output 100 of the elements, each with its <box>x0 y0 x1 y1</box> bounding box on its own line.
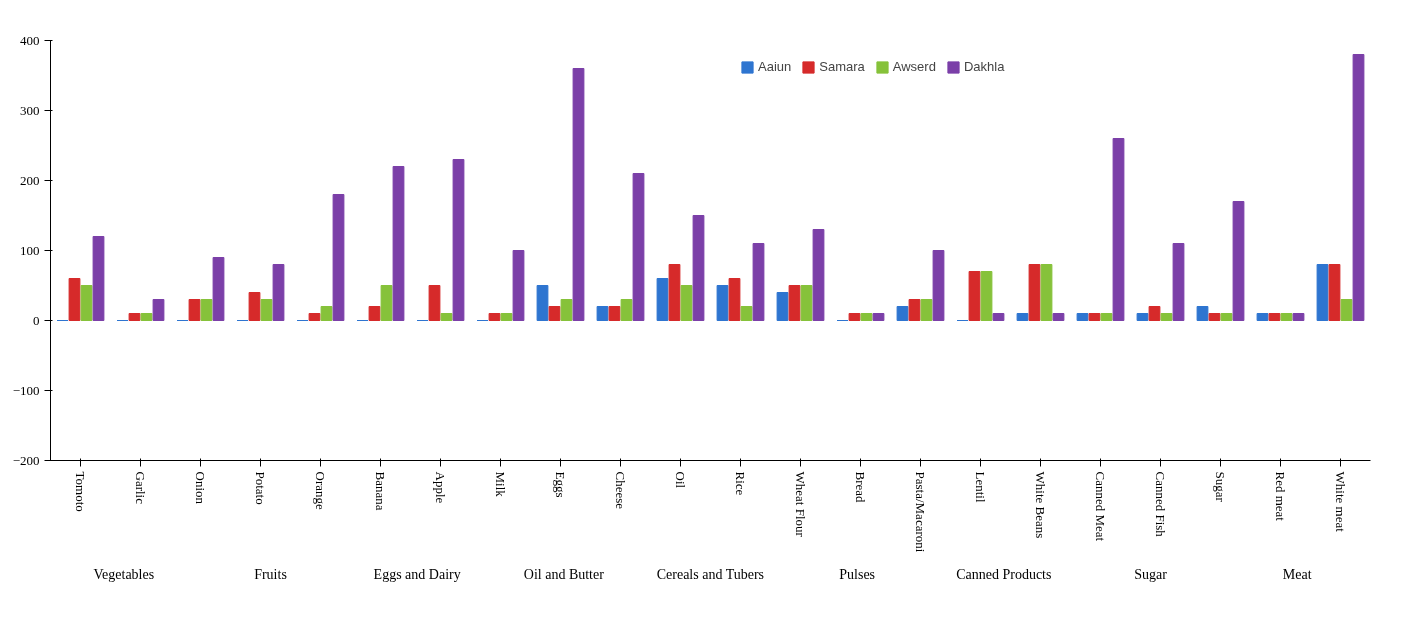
bar <box>260 299 273 321</box>
bar <box>1196 306 1209 321</box>
x-tick-label: Lentil <box>973 471 988 503</box>
bar <box>1256 313 1269 321</box>
bar <box>1208 313 1221 321</box>
x-tick-label: Rice <box>733 471 748 496</box>
bar <box>980 271 993 321</box>
bar <box>272 264 285 321</box>
x-tick-label: Wheat Flour <box>793 471 808 538</box>
text: Vegetables <box>93 566 155 582</box>
bar <box>140 313 153 321</box>
text: Canned Products <box>956 566 1052 582</box>
y-tick-label: −200 <box>12 452 40 468</box>
bar <box>368 306 381 321</box>
bar <box>1100 313 1113 321</box>
bar <box>596 306 609 321</box>
text: Pulses <box>839 566 876 582</box>
bar <box>812 229 825 321</box>
bar <box>128 313 141 321</box>
bar <box>740 306 753 321</box>
bar <box>548 306 561 321</box>
bar <box>68 278 81 321</box>
x-tick-label: Eggs <box>553 471 568 498</box>
x-tick-label: White Beans <box>1033 471 1048 539</box>
x-tick-label: Sugar <box>1213 471 1228 503</box>
bar <box>992 313 1005 321</box>
bar <box>788 285 801 321</box>
bar <box>1316 264 1329 321</box>
bar <box>1232 201 1245 321</box>
bar <box>332 194 345 321</box>
text: Oil and Butter <box>523 566 605 582</box>
bar <box>1280 313 1293 321</box>
bar <box>80 285 93 321</box>
x-tick-label: Onion <box>193 471 208 505</box>
text: Meat <box>1282 566 1312 582</box>
x-tick-label: Bread <box>853 471 868 504</box>
bar <box>1340 299 1353 321</box>
bar <box>1292 313 1305 321</box>
bar <box>1160 313 1173 321</box>
bar <box>320 306 333 321</box>
x-tick-label: Oil <box>673 471 688 489</box>
legend-label: Dakhla <box>963 59 1005 74</box>
bar <box>776 292 789 321</box>
bar <box>500 313 513 321</box>
x-tick-label: Canned Meat <box>1093 471 1108 542</box>
bar <box>1172 243 1185 321</box>
bar <box>440 313 453 321</box>
bar <box>728 278 741 321</box>
bar <box>752 243 765 321</box>
bar <box>1112 138 1125 321</box>
bar <box>656 278 669 321</box>
bar <box>896 306 909 321</box>
bar <box>1076 313 1089 321</box>
bar <box>1136 313 1149 321</box>
bar <box>152 299 165 321</box>
x-tick-label: Cheese <box>613 471 628 510</box>
y-tick-label: 400 <box>20 32 40 48</box>
x-tick-label: Canned Fish <box>1153 471 1168 538</box>
bar <box>1028 264 1041 321</box>
bar <box>248 292 261 321</box>
bar <box>908 299 921 321</box>
bar <box>920 299 933 321</box>
bar <box>1148 306 1161 321</box>
bar <box>968 271 981 321</box>
bar <box>428 285 441 321</box>
x-tick-label: White meat <box>1333 471 1348 533</box>
bar <box>668 264 681 321</box>
x-tick-label: Apple <box>433 471 448 504</box>
y-tick-label: 200 <box>20 172 40 188</box>
bar <box>572 68 585 321</box>
bar <box>200 299 213 321</box>
y-tick-label: 0 <box>33 312 40 328</box>
x-tick-label: Milk <box>493 471 508 498</box>
bar <box>188 299 201 321</box>
bar <box>692 215 705 321</box>
text: Cereals and Tubers <box>656 566 765 582</box>
bar <box>1352 54 1365 321</box>
bar <box>872 313 885 321</box>
bar <box>308 313 321 321</box>
bar <box>212 257 225 321</box>
bar <box>680 285 693 321</box>
bar <box>488 313 501 321</box>
legend-label: Samara <box>819 59 865 74</box>
bar <box>632 173 645 321</box>
text: Sugar <box>1134 566 1168 582</box>
x-tick-label: Potato <box>253 471 268 505</box>
x-tick-label: Orange <box>313 471 328 510</box>
bar <box>1268 313 1281 321</box>
bar <box>392 166 405 321</box>
x-tick-label: Pasta/Macaroni <box>913 471 928 553</box>
y-tick-label: −100 <box>12 382 40 398</box>
x-tick-label: Garlic <box>133 471 148 505</box>
x-tick-label: Red meat <box>1273 471 1288 522</box>
bar <box>848 313 861 321</box>
bar <box>800 285 813 321</box>
bar <box>932 250 945 321</box>
bar <box>620 299 633 321</box>
bar <box>536 285 549 321</box>
bar <box>380 285 393 321</box>
x-tick-label: Tomoto <box>73 471 88 512</box>
